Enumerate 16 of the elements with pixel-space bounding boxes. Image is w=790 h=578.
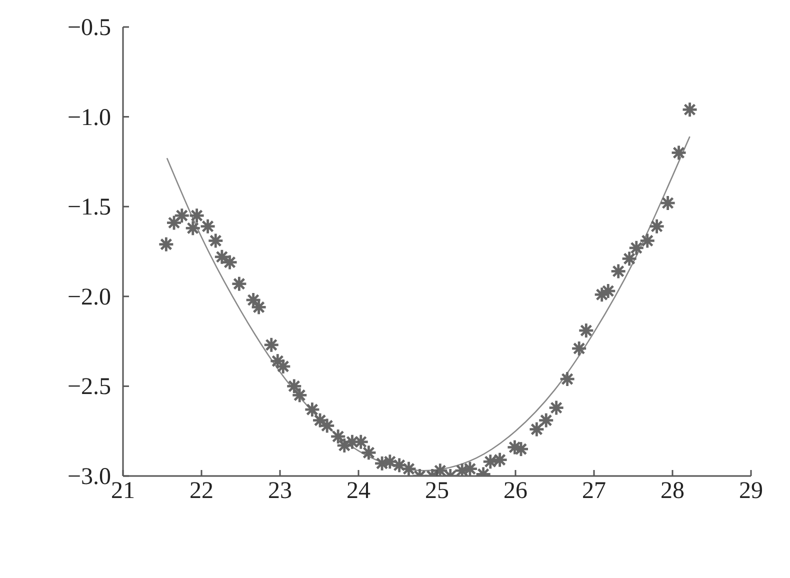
y-tick-label: −1.5 (67, 194, 111, 221)
x-tick-label: 21 (111, 478, 135, 504)
y-tick-label: −3.0 (67, 464, 111, 490)
x-tick-label: 24 (346, 478, 370, 504)
y-tick-label: −2.0 (67, 284, 111, 310)
line-series (166, 136, 690, 472)
y-tick-label: −2.5 (67, 374, 111, 400)
x-tick-label: 25 (425, 478, 449, 504)
x-tick-label: 26 (504, 478, 528, 504)
x-tick-label: 28 (660, 478, 684, 504)
x-tick-label: 22 (190, 478, 214, 504)
x-tick-label: 29 (739, 478, 763, 504)
x-tick-label: 23 (268, 478, 292, 504)
y-tick-label: −0.5 (67, 15, 111, 41)
x-tick-label: 27 (582, 478, 606, 504)
y-tick-label: −1.0 (67, 104, 111, 131)
